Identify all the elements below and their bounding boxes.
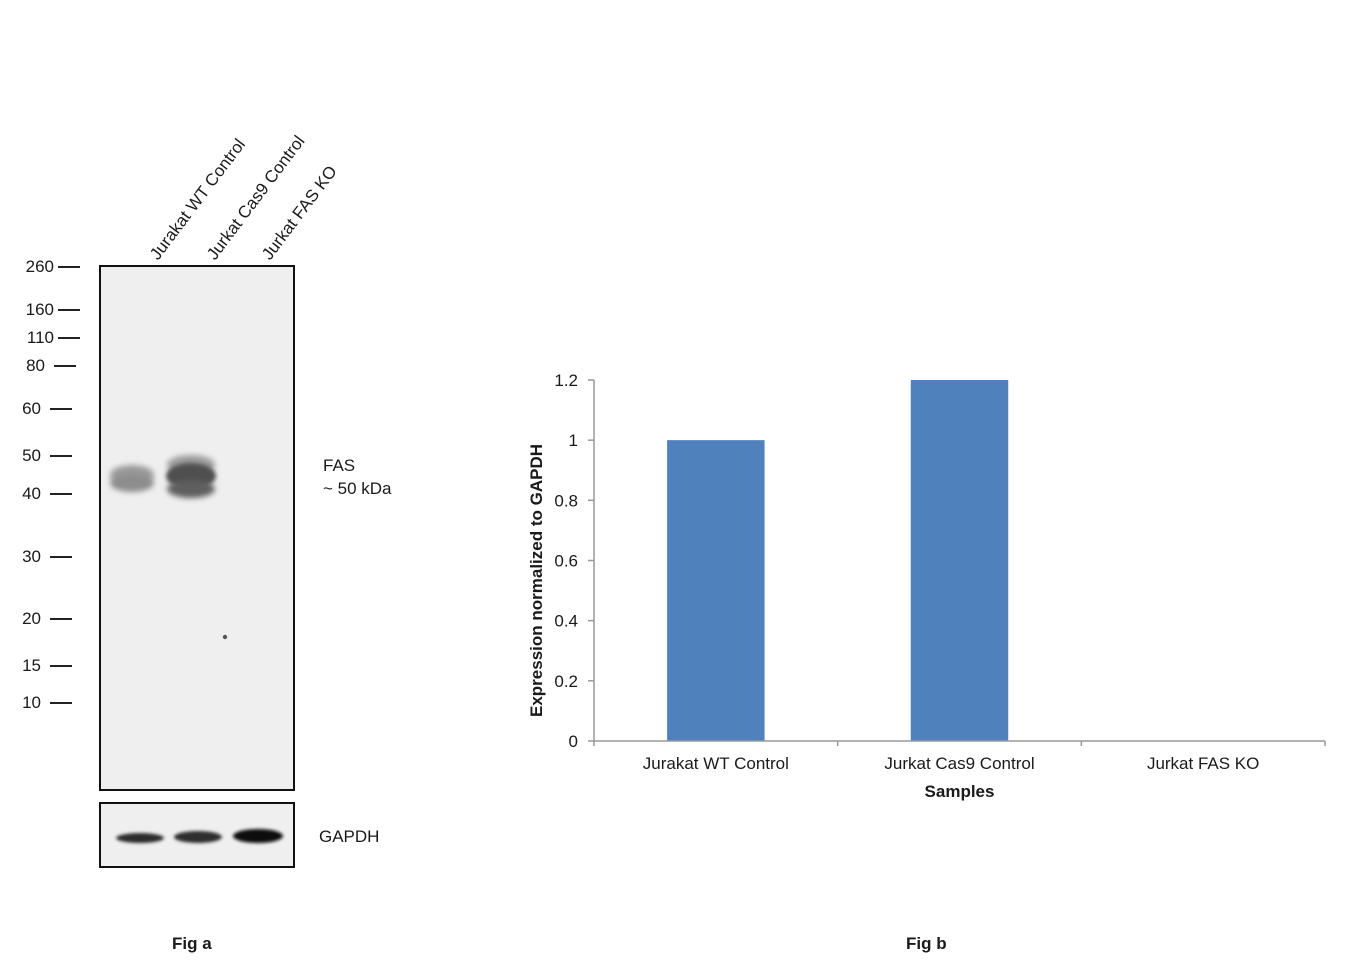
mw-marker-label: 50	[22, 446, 41, 465]
mw-marker-label: 80	[26, 356, 45, 375]
y-tick-label: 1	[569, 431, 578, 450]
bars-layer	[667, 380, 1009, 741]
gapdh-blot-image	[116, 829, 283, 843]
fas-size-label: ~ 50 kDa	[323, 479, 392, 498]
mw-marker-label: 10	[22, 693, 41, 712]
mw-tick	[50, 455, 72, 457]
gapdh-label: GAPDH	[319, 827, 380, 846]
mw-tick	[50, 702, 72, 704]
mw-tick	[50, 665, 72, 667]
y-tick-label: 0.6	[554, 552, 578, 571]
x-tick-label: Jurkat Cas9 Control	[884, 754, 1034, 773]
fas-band-label: FAS	[323, 456, 356, 475]
mw-tick	[50, 556, 72, 558]
x-tick-label: Jurakat WT Control	[643, 754, 789, 773]
y-tick-label: 0.2	[554, 672, 578, 691]
fas-blot-image	[110, 455, 228, 640]
mw-tick	[58, 337, 80, 339]
x-ticks: Jurakat WT Control Jurkat Cas9 Control Jur…	[593, 741, 1326, 773]
mw-tick	[50, 408, 72, 410]
mw-tick	[58, 266, 80, 268]
figure-caption-b: Fig b	[906, 934, 947, 953]
y-tick-label: 0	[569, 732, 578, 751]
mw-tick	[58, 309, 80, 311]
y-tick-label: 0.4	[554, 612, 578, 631]
mw-marker-label: 40	[22, 484, 41, 503]
mw-marker-label: 20	[22, 609, 41, 628]
bar	[667, 440, 765, 741]
mw-marker-label: 110	[26, 328, 54, 347]
figure-caption-a: Fig a	[172, 934, 212, 953]
gapdh-band-lane-1	[116, 833, 164, 843]
fas-blot-panel	[99, 265, 295, 791]
gapdh-band-lane-2	[174, 831, 222, 843]
fas-band-lane-1	[110, 465, 154, 492]
mw-marker-label: 160	[25, 300, 54, 319]
x-tick-label: Jurkat FAS KO	[1147, 754, 1259, 773]
fas-band-lane-2	[166, 455, 216, 498]
bar	[910, 380, 1009, 741]
y-tick-label: 0.8	[554, 491, 578, 510]
x-axis-title: Samples	[925, 782, 995, 801]
mw-marker-label: 260	[25, 257, 54, 276]
mw-tick	[54, 365, 76, 367]
mw-marker-label: 60	[22, 399, 41, 418]
mw-marker-label: 30	[22, 547, 41, 566]
y-tick-label: 1.2	[554, 371, 578, 390]
gapdh-blot-panel	[99, 802, 295, 868]
mw-tick	[50, 618, 72, 620]
mw-tick	[50, 493, 72, 495]
y-axis-title: Expression normalized to GAPDH	[527, 444, 546, 717]
gapdh-band-lane-3	[233, 829, 283, 843]
y-ticks: 0 0.2 0.4 0.6 0.8 1 1.2	[554, 371, 594, 751]
mw-marker-label: 15	[22, 656, 41, 675]
blot-speck	[222, 634, 228, 640]
